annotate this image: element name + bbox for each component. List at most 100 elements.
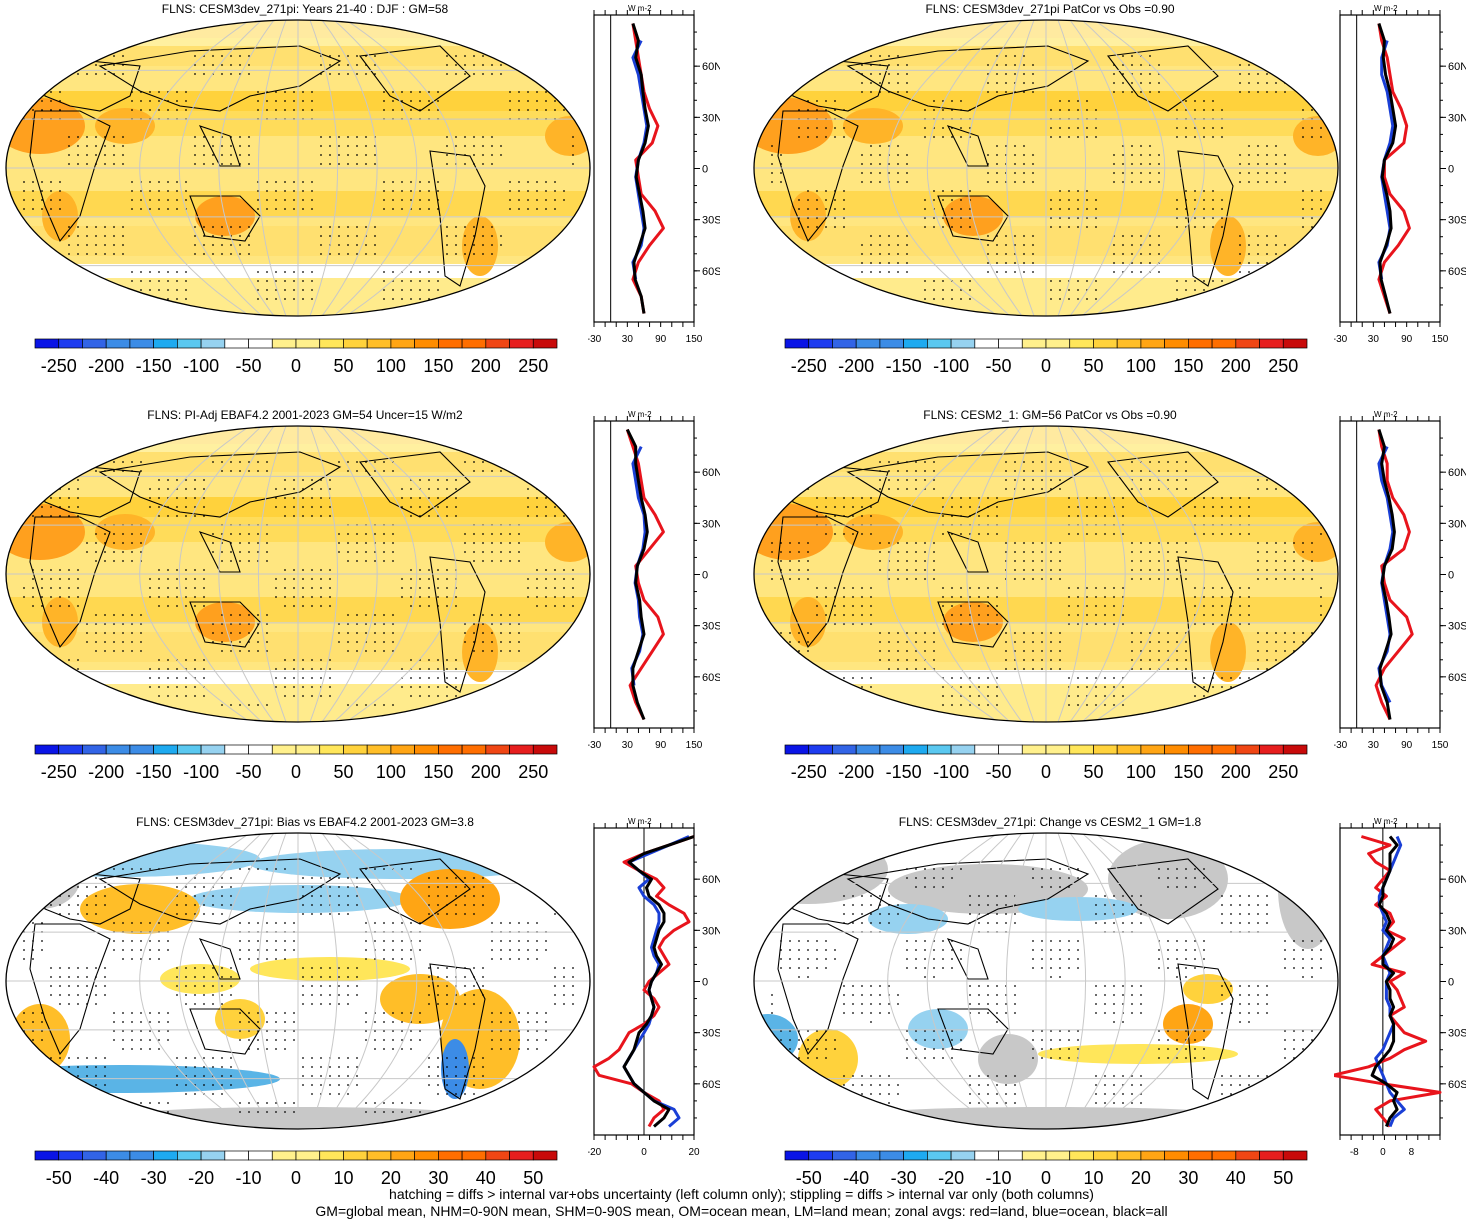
colorbar-box xyxy=(390,338,415,349)
coastline xyxy=(39,873,141,925)
colorbar-box xyxy=(343,338,368,349)
colorbar-box xyxy=(784,744,810,755)
colorbar-tick-label: 0 xyxy=(291,1168,301,1188)
map-hotspot xyxy=(42,597,78,647)
colorbar-tick-label: -20 xyxy=(188,1168,214,1188)
colorbar-box xyxy=(129,744,154,755)
colorbar-tick-label: 150 xyxy=(1173,356,1203,376)
colorbar-box xyxy=(485,1150,510,1161)
map-hotspot xyxy=(95,514,155,550)
coastline xyxy=(358,45,471,112)
x-tick-label: 90 xyxy=(655,740,667,751)
colorbar-box xyxy=(808,1150,833,1161)
coastline xyxy=(429,963,486,1100)
x-tick-label: 90 xyxy=(1401,740,1413,751)
map-border xyxy=(5,19,591,317)
colorbar-box xyxy=(832,1150,857,1161)
footer-note-2: GM=global mean, NHM=0-90N mean, SHM=0-90… xyxy=(315,1203,1168,1219)
colorbar-tick-label: 10 xyxy=(333,1168,353,1188)
colorbar-box xyxy=(58,1150,83,1161)
colorbar-box xyxy=(153,338,178,349)
coastline xyxy=(787,873,889,925)
colorbar-tick-label: -250 xyxy=(41,762,77,782)
x-tick-label: 150 xyxy=(686,334,703,345)
coastline xyxy=(1106,45,1219,112)
map-border xyxy=(753,19,1339,317)
map-hotspot xyxy=(95,108,155,144)
colorbar-box xyxy=(1282,338,1308,349)
x-tick-label: 0 xyxy=(1380,1147,1386,1158)
colorbar-box xyxy=(950,1150,976,1161)
coastline xyxy=(777,516,859,649)
panel-title: FLNS: CESM3dev_271pi: Change vs CESM2_1 … xyxy=(898,815,1202,829)
colorbar-box xyxy=(1021,744,1047,755)
map-border xyxy=(753,425,1339,723)
map-anomaly xyxy=(1183,974,1233,1004)
x-tick-label: -30 xyxy=(1334,334,1348,345)
coastline xyxy=(777,923,859,1056)
colorbar-box xyxy=(295,744,321,755)
colorbar-box xyxy=(82,338,107,349)
lat-tick-label: 0 xyxy=(1448,977,1454,989)
zonal-average-plot: -30 30 90 150 W m-2 60N 30N 0 30S 60S xyxy=(1334,4,1466,345)
colorbar-box xyxy=(1164,338,1189,349)
colorbar-tick-label: 50 xyxy=(333,356,353,376)
coastline xyxy=(29,923,111,1056)
colorbar: -250 -200 -150 -100 -50 0 50 100 150 200 250 xyxy=(34,744,558,782)
colorbar-box xyxy=(82,1150,107,1161)
colorbar-box xyxy=(509,338,534,349)
all-zonal-line xyxy=(631,23,650,314)
colorbar-box xyxy=(998,744,1023,755)
colorbar-tick-label: -150 xyxy=(136,762,172,782)
coastline xyxy=(937,1008,1009,1055)
colorbar-box xyxy=(248,1150,273,1161)
colorbar-tick-label: 150 xyxy=(1173,762,1203,782)
colorbar-box xyxy=(1116,744,1142,755)
colorbar: -50 -40 -30 -20 -10 0 10 20 30 40 50 xyxy=(34,1150,558,1188)
colorbar-tick-label: 20 xyxy=(381,1168,401,1188)
lat-tick-label: 60N xyxy=(702,61,720,73)
colorbar-box xyxy=(295,338,321,349)
colorbar-box xyxy=(532,1150,558,1161)
colorbar-box xyxy=(105,338,131,349)
colorbar-tick-label: -50 xyxy=(236,356,262,376)
lat-tick-label: 30S xyxy=(1448,1028,1466,1040)
colorbar-box xyxy=(224,1150,249,1161)
colorbar-tick-label: 200 xyxy=(471,762,501,782)
colorbar-box xyxy=(58,338,83,349)
colorbar-box xyxy=(200,338,226,349)
colorbar-box xyxy=(1069,744,1094,755)
lat-tick-label: 30N xyxy=(1448,518,1466,530)
colorbar-tick-label: -30 xyxy=(891,1168,917,1188)
map-hotspot xyxy=(843,108,903,144)
colorbar-tick-label: -10 xyxy=(236,1168,262,1188)
map-anomaly xyxy=(1018,897,1138,921)
map-anomaly xyxy=(6,849,80,909)
map-field xyxy=(6,20,590,316)
all-zonal-line xyxy=(625,428,649,721)
colorbar-box xyxy=(808,338,833,349)
colorbar-box xyxy=(903,1150,928,1161)
panel-title: FLNS: CESM3dev_271pi: Bias vs EBAF4.2 20… xyxy=(136,815,474,829)
colorbar-box xyxy=(343,744,368,755)
panel-title: FLNS: CESM3dev_271pi PatCor vs Obs =0.90 xyxy=(925,2,1175,16)
colorbar-box xyxy=(271,338,297,349)
lat-tick-label: 30S xyxy=(702,1028,720,1040)
lat-tick-label: 0 xyxy=(1448,164,1454,176)
world-map xyxy=(5,19,591,317)
colorbar-box xyxy=(532,744,558,755)
zonal-frame xyxy=(593,14,695,323)
map-field xyxy=(754,20,1338,316)
coastline xyxy=(189,195,261,242)
lat-tick-label: 30S xyxy=(1448,215,1466,227)
colorbar-box xyxy=(1069,1150,1094,1161)
panel-title: FLNS: CESM2_1: GM=56 PatCor vs Obs =0.90 xyxy=(923,408,1177,422)
colorbar: -250 -200 -150 -100 -50 0 50 100 150 200 250 xyxy=(784,338,1308,376)
colorbar-tick-label: 150 xyxy=(423,762,453,782)
lat-tick-label: 60S xyxy=(702,1079,720,1091)
colorbar-box xyxy=(177,1150,202,1161)
colorbar-box xyxy=(366,338,392,349)
colorbar-box xyxy=(1045,1150,1071,1161)
colorbar-tick-label: 0 xyxy=(1041,1168,1051,1188)
colorbar-tick-label: 100 xyxy=(1126,762,1156,782)
